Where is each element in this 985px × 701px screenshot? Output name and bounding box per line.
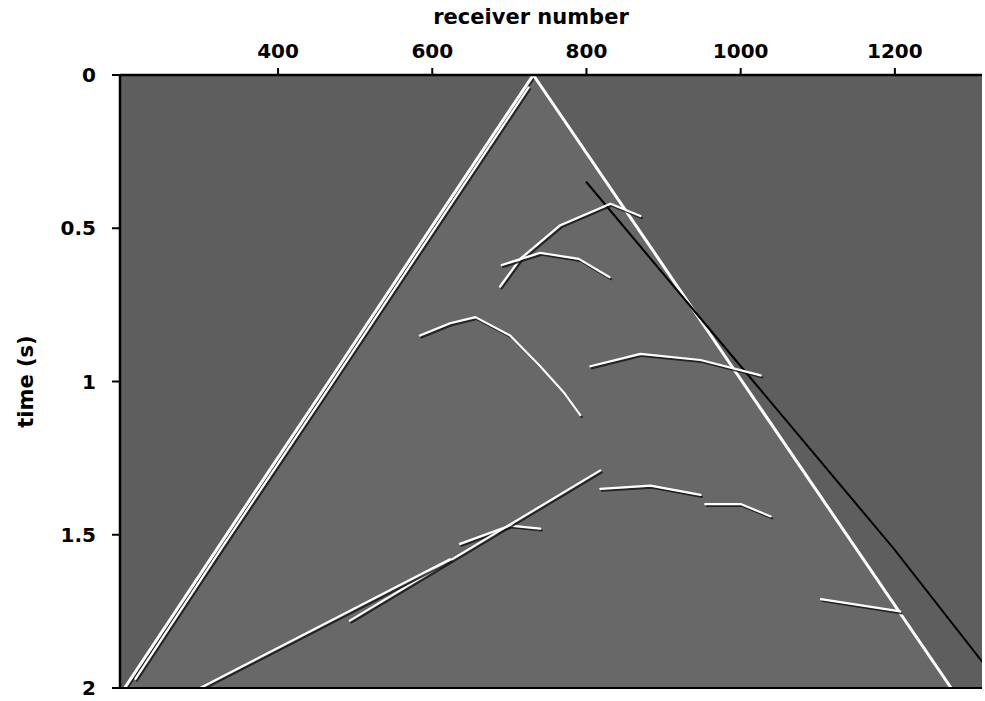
event-shadow — [126, 77, 535, 688]
x-tick — [277, 68, 279, 75]
y-tick-label: 2 — [82, 676, 96, 700]
chart: 400 600 800 1000 1200 0 0.5 1 1.5 2 receiver numbe… — [0, 0, 985, 701]
event-line — [135, 87, 528, 679]
x-tick-label: 600 — [411, 39, 453, 63]
x-tick-label: 800 — [566, 39, 608, 63]
x-tick — [740, 68, 742, 75]
cone-fill — [125, 75, 952, 688]
event-shadow — [502, 206, 642, 289]
event-shadow — [588, 184, 982, 668]
event-line — [590, 354, 760, 376]
x-axis-title: receiver number — [433, 5, 629, 29]
y-tick-label: 0.5 — [61, 216, 96, 240]
event-line — [821, 599, 900, 611]
event-line — [460, 526, 540, 544]
x-tick-label: 400 — [257, 39, 299, 63]
y-tick-label: 1.5 — [61, 523, 96, 547]
event-line — [533, 75, 951, 688]
x-axis-line — [120, 74, 982, 77]
x-tick-label: 1000 — [713, 39, 769, 63]
x-tick — [431, 68, 433, 75]
event-line — [587, 182, 983, 666]
event-line — [200, 559, 450, 688]
event-line — [420, 317, 580, 415]
x-tick — [894, 68, 896, 75]
event-line — [705, 504, 771, 516]
y-tick — [112, 381, 120, 383]
y-tick-label: 1 — [82, 370, 96, 394]
y-tick — [112, 227, 120, 229]
y-tick-label: 0 — [82, 63, 96, 87]
bottom-frame — [120, 687, 982, 689]
event-shadow — [822, 601, 901, 613]
event-line — [125, 75, 534, 688]
plot-background — [120, 75, 982, 688]
y-tick — [112, 687, 120, 689]
y-tick — [112, 74, 120, 76]
event-line — [502, 253, 610, 277]
event-line — [350, 470, 601, 620]
y-axis-title: time (s) — [14, 335, 38, 427]
x-tick-label: 1200 — [867, 39, 923, 63]
plot-area — [125, 75, 982, 688]
event-shadow — [421, 319, 581, 417]
event-line — [600, 486, 700, 495]
x-tick — [585, 68, 587, 75]
event-shadow — [137, 89, 530, 681]
event-line — [500, 204, 640, 287]
y-tick — [112, 534, 120, 536]
event-shadow — [351, 472, 602, 622]
